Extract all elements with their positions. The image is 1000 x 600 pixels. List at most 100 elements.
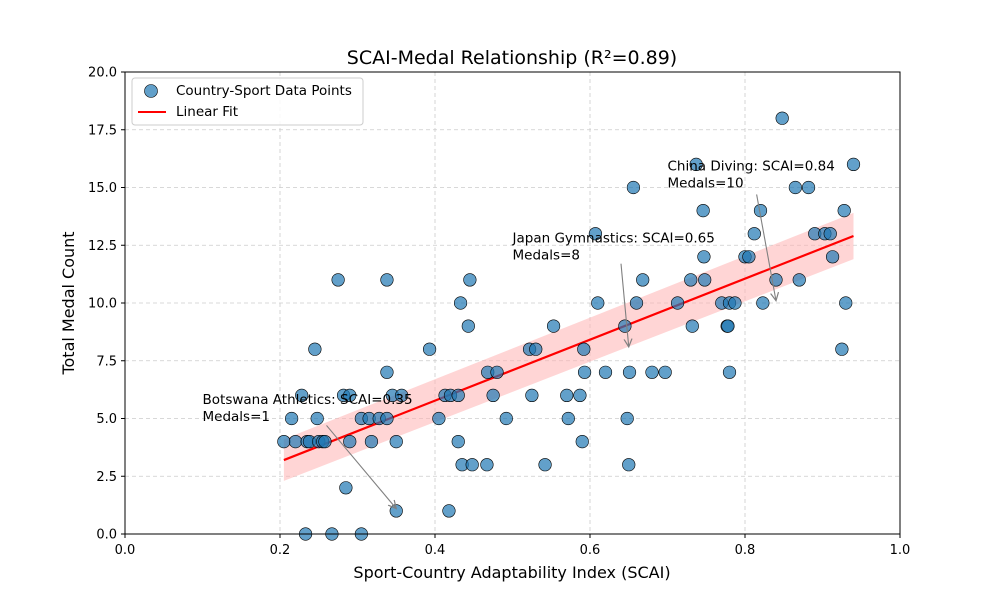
data-point (747, 227, 761, 241)
data-point (756, 296, 770, 310)
data-point (689, 157, 703, 171)
data-point (343, 435, 357, 449)
legend: Country-Sport Data Points Linear Fit (131, 77, 364, 126)
data-point (486, 388, 500, 403)
annotation-text-line2: Medals=8 (513, 247, 580, 263)
data-point (308, 342, 322, 356)
data-point (846, 157, 861, 171)
x-tick-label: 0.4 (425, 543, 446, 558)
data-point (288, 435, 303, 449)
x-tick-label: 0.0 (115, 543, 136, 558)
y-tick-label: 5.0 (96, 412, 117, 427)
data-point (684, 273, 698, 287)
data-point (696, 204, 710, 218)
data-point (801, 180, 816, 195)
data-point (331, 273, 345, 287)
data-point (461, 319, 475, 333)
chart-title: SCAI-Medal Relationship (R²=0.89) (347, 47, 677, 69)
data-point (561, 411, 575, 426)
annotation-text-line1: Botswana Athletics: SCAI=0.35 (203, 392, 413, 408)
y-tick-label: 2.5 (96, 470, 117, 485)
data-point (698, 273, 712, 287)
y-tick-label: 15.0 (88, 181, 117, 196)
data-point (577, 365, 592, 379)
data-point (277, 435, 291, 449)
data-point (728, 296, 742, 310)
data-point (285, 411, 299, 426)
data-point (620, 411, 634, 426)
data-point (529, 342, 543, 356)
data-point (645, 365, 659, 379)
x-tick-label: 0.8 (735, 543, 756, 558)
data-point (622, 365, 637, 379)
data-point (364, 435, 379, 449)
data-point (792, 273, 806, 287)
data-point (422, 342, 437, 356)
data-point (295, 388, 309, 403)
data-point (490, 365, 504, 379)
data-point (775, 111, 789, 125)
y-axis-label: Total Medal Count (59, 231, 78, 375)
annotation-arrow (620, 263, 629, 347)
annotation-arrow (756, 194, 776, 300)
data-point (451, 435, 465, 449)
data-point (310, 411, 324, 426)
y-tick-label: 20.0 (88, 66, 117, 81)
data-point (442, 504, 456, 518)
y-tick-label: 10.0 (88, 297, 117, 312)
data-point (573, 388, 587, 403)
data-point (389, 435, 403, 449)
data-point (685, 319, 699, 333)
data-point (839, 296, 853, 310)
data-point (636, 273, 650, 287)
data-point (598, 365, 613, 379)
data-point (721, 319, 735, 333)
annotation-text-line1: Japan Gymnastics: SCAI=0.65 (512, 230, 715, 246)
data-point (742, 250, 756, 264)
data-point (451, 388, 465, 403)
data-point (538, 458, 552, 472)
annotation-arrow (326, 425, 397, 508)
data-point (788, 180, 802, 195)
data-point (453, 296, 468, 310)
data-point (463, 273, 477, 287)
x-tick-label: 0.6 (580, 543, 601, 558)
data-point (670, 296, 685, 310)
annotation-text-line2: Medals=10 (668, 176, 744, 192)
data-point (318, 435, 332, 449)
x-tick-label: 1.0 (890, 543, 911, 558)
data-point (380, 273, 394, 287)
y-tick-label: 0.0 (96, 528, 117, 543)
data-point (622, 458, 636, 472)
data-point (835, 342, 849, 356)
data-point (380, 411, 394, 426)
data-point (432, 411, 446, 426)
data-point (618, 319, 632, 333)
legend-box (131, 77, 364, 126)
y-tick-label: 17.5 (88, 123, 117, 138)
data-point (629, 296, 644, 310)
x-tick-label: 0.2 (270, 543, 291, 558)
data-point (525, 388, 539, 403)
data-point (546, 319, 561, 333)
data-point (722, 365, 737, 379)
fit-line (283, 234, 854, 462)
data-point (499, 411, 513, 426)
data-point (339, 481, 353, 495)
data-point (380, 365, 394, 379)
data-point (837, 204, 851, 218)
data-point (658, 365, 672, 379)
annotation-text-line1: China Diving: SCAI=0.84 (668, 159, 835, 175)
data-point (823, 227, 837, 241)
data-point (825, 250, 840, 264)
fit-line-layer (283, 234, 854, 462)
grid (124, 71, 901, 535)
data-point (577, 342, 591, 356)
data-point (343, 388, 357, 403)
data-point (465, 458, 479, 472)
data-point (560, 388, 574, 403)
data-point (480, 458, 494, 472)
y-tick-label: 12.5 (88, 239, 117, 254)
data-point (389, 504, 403, 518)
